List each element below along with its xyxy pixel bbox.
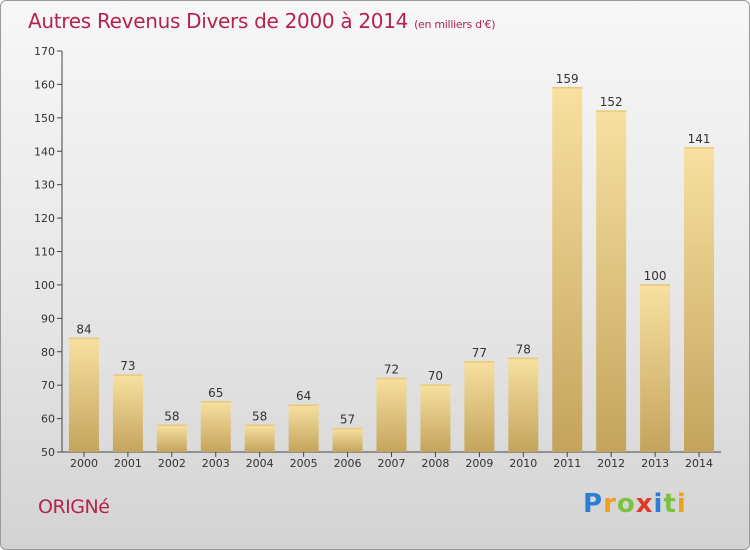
bar bbox=[376, 378, 407, 452]
y-tick-label: 110 bbox=[34, 246, 55, 259]
y-tick-label: 170 bbox=[34, 45, 55, 58]
bar bbox=[68, 338, 99, 452]
data-label: 58 bbox=[164, 409, 179, 423]
logo-letter: o bbox=[616, 489, 636, 519]
bar bbox=[288, 405, 319, 452]
place-name: ORIGNé bbox=[38, 496, 110, 518]
logo-letter: P bbox=[583, 489, 604, 519]
data-label: 65 bbox=[208, 386, 223, 400]
bar bbox=[112, 375, 143, 452]
y-tick-label: 90 bbox=[41, 312, 55, 325]
x-tick-label: 2010 bbox=[509, 457, 537, 470]
x-tick-label: 2005 bbox=[290, 457, 318, 470]
bar bbox=[596, 111, 627, 453]
x-tick-label: 2004 bbox=[246, 457, 274, 470]
x-tick-label: 2001 bbox=[114, 457, 142, 470]
logo-letter: t bbox=[663, 489, 677, 519]
proxiti-logo: Proxiti bbox=[583, 489, 687, 519]
y-tick-label: 130 bbox=[34, 179, 55, 192]
bar bbox=[684, 147, 715, 453]
x-tick-label: 2012 bbox=[597, 457, 625, 470]
y-tick-label: 60 bbox=[41, 413, 55, 426]
data-label: 77 bbox=[472, 346, 487, 360]
x-tick-label: 2014 bbox=[685, 457, 713, 470]
bars bbox=[68, 87, 715, 453]
x-tick-label: 2006 bbox=[334, 457, 362, 470]
bar bbox=[464, 361, 495, 452]
data-label: 78 bbox=[516, 342, 531, 356]
data-label: 73 bbox=[120, 359, 135, 373]
bar bbox=[156, 425, 187, 452]
bar bbox=[508, 358, 539, 452]
logo-letter: r bbox=[603, 489, 617, 519]
y-tick-label: 160 bbox=[34, 78, 55, 91]
data-label: 58 bbox=[252, 409, 267, 423]
x-tick-label: 2002 bbox=[158, 457, 186, 470]
data-label: 72 bbox=[384, 362, 399, 376]
data-label: 70 bbox=[428, 369, 443, 383]
data-label: 141 bbox=[688, 132, 711, 146]
x-tick-label: 2007 bbox=[378, 457, 406, 470]
chart-subtitle: (en milliers d'€) bbox=[414, 18, 496, 31]
data-label: 64 bbox=[296, 389, 311, 403]
y-tick-label: 50 bbox=[41, 446, 55, 459]
data-label: 57 bbox=[340, 413, 355, 427]
chart-title: Autres Revenus Divers de 2000 à 2014 (en … bbox=[28, 9, 496, 33]
bar bbox=[640, 284, 671, 452]
bar bbox=[420, 385, 451, 452]
x-tick-label: 2000 bbox=[70, 457, 98, 470]
logo-letter: i bbox=[676, 489, 687, 519]
y-tick-label: 140 bbox=[34, 145, 55, 158]
x-tick-label: 2008 bbox=[421, 457, 449, 470]
x-tick-label: 2011 bbox=[553, 457, 581, 470]
data-label: 100 bbox=[644, 269, 667, 283]
chart-title-text: Autres Revenus Divers de 2000 à 2014 bbox=[28, 9, 409, 33]
y-tick-label: 150 bbox=[34, 112, 55, 125]
bar bbox=[332, 428, 363, 452]
logo-letter: i bbox=[653, 489, 664, 519]
value-labels: 84 73 58 65 58 64 57 72 70 77 78 159 152 100 141 bbox=[76, 72, 710, 427]
data-label: 152 bbox=[600, 95, 623, 109]
y-tick-label: 80 bbox=[41, 346, 55, 359]
y-tick-label: 70 bbox=[41, 379, 55, 392]
data-label: 84 bbox=[76, 322, 91, 336]
bar bbox=[200, 401, 231, 452]
y-tick-label: 100 bbox=[34, 279, 55, 292]
bar bbox=[552, 87, 583, 452]
data-label: 159 bbox=[556, 72, 579, 86]
x-tick-label: 2003 bbox=[202, 457, 230, 470]
logo-letter: x bbox=[635, 489, 654, 519]
x-tick-label: 2009 bbox=[465, 457, 493, 470]
bar bbox=[244, 425, 275, 452]
y-tick-label: 120 bbox=[34, 212, 55, 225]
x-tick-label: 2013 bbox=[641, 457, 669, 470]
axes: 50 60 70 80 90 100 110 120 130 140 150 160 170 2000 20… bbox=[34, 45, 721, 470]
